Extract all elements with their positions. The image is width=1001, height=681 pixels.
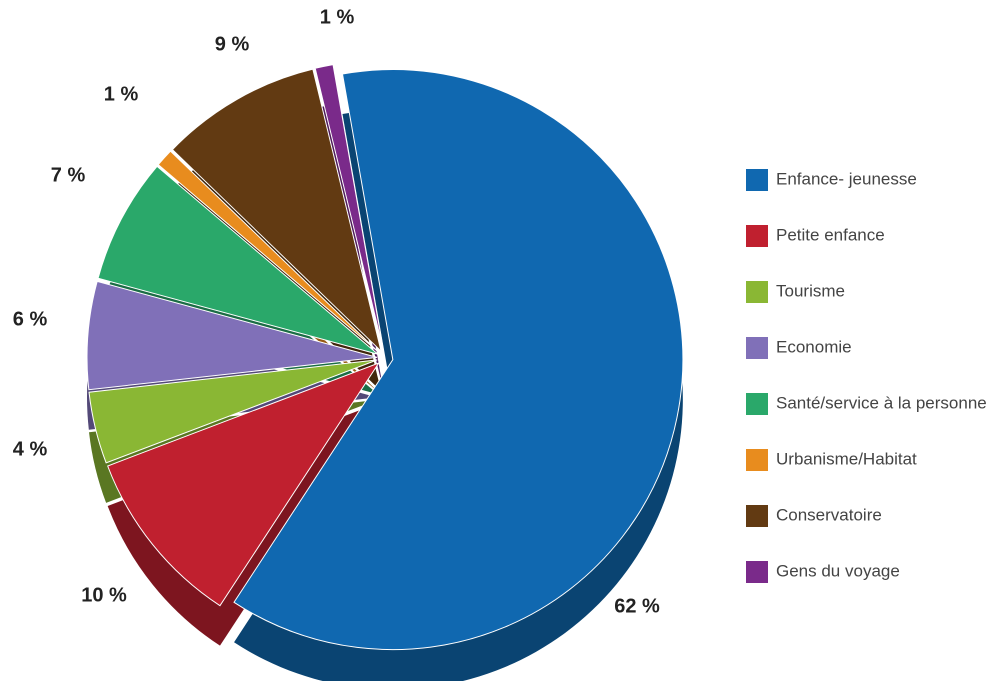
- value-label: 9 %: [215, 33, 250, 55]
- slice: [171, 68, 382, 353]
- legend-swatch: [746, 169, 768, 191]
- legend-label: Petite enfance: [776, 225, 885, 244]
- legend-swatch: [746, 225, 768, 247]
- slice: [97, 165, 379, 355]
- slice: [86, 280, 378, 391]
- legend-label: Gens du voyage: [776, 561, 900, 580]
- value-labels: 62 % 10 % 4 % 6 % 7 % 1 % 9 % 1 %: [13, 6, 660, 617]
- legend-label: Conservatoire: [776, 505, 882, 524]
- legend-label: Enfance- jeunesse: [776, 169, 917, 188]
- legend-label: Economie: [776, 337, 852, 356]
- value-label: 4 %: [13, 438, 48, 460]
- value-label: 1 %: [320, 6, 355, 28]
- legend-swatch: [746, 561, 768, 583]
- legend-swatch: [746, 337, 768, 359]
- pie: [86, 63, 684, 651]
- slice: [88, 359, 378, 464]
- value-label: 6 %: [13, 308, 48, 330]
- value-label: 10 %: [81, 584, 127, 606]
- value-label: 1 %: [104, 83, 139, 105]
- slice: [314, 63, 384, 351]
- slice: [107, 361, 381, 607]
- legend-swatch: [746, 505, 768, 527]
- legend-swatch: [746, 281, 768, 303]
- legend-swatch: [746, 449, 768, 471]
- legend-swatch: [746, 393, 768, 415]
- value-label: 62 %: [614, 595, 660, 617]
- slice: [233, 69, 684, 651]
- legend-label: Tourisme: [776, 281, 845, 300]
- value-label: 7 %: [51, 164, 86, 186]
- slice: [157, 150, 380, 354]
- legend-label: Urbanisme/Habitat: [776, 449, 917, 468]
- legend: Enfance- jeunesse Petite enfance Tourisme E…: [746, 169, 987, 583]
- legend-label: Santé/service à la personne: [776, 393, 987, 412]
